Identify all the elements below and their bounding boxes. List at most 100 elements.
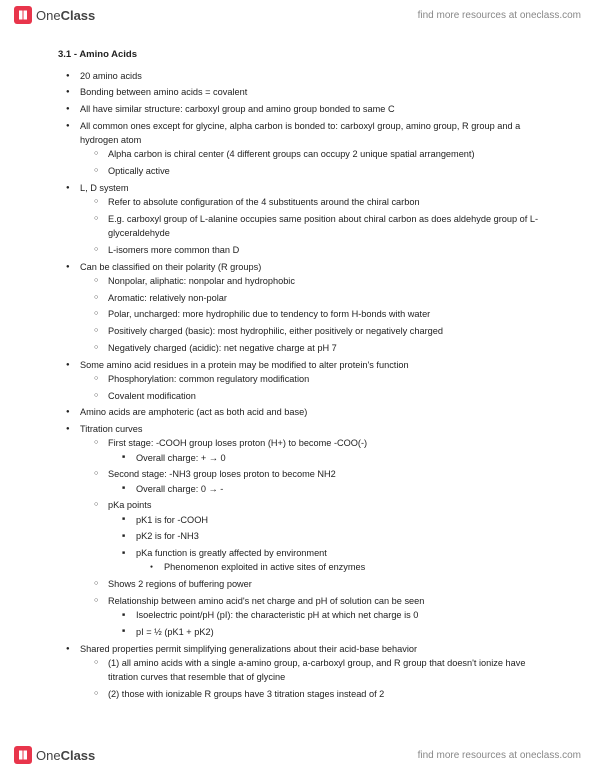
sublist: Phosphorylation: common regulatory modif… (80, 372, 555, 403)
list-item: Phosphorylation: common regulatory modif… (108, 372, 555, 386)
list-item: Aromatic: relatively non-polar (108, 291, 555, 305)
list-item-text: Shared properties permit simplifying gen… (80, 644, 417, 654)
document-content: 3.1 - Amino Acids 20 amino acidsBonding … (58, 48, 555, 704)
list-item: Negatively charged (acidic): net negativ… (108, 341, 555, 355)
list-item: (1) all amino acids with a single a-amin… (108, 656, 555, 685)
sublist: Phenomenon exploited in active sites of … (136, 560, 555, 574)
list-item-text: First stage: -COOH group loses proton (H… (108, 438, 367, 448)
list-item: Nonpolar, aliphatic: nonpolar and hydrop… (108, 274, 555, 288)
list-item: Covalent modification (108, 389, 555, 403)
list-item: Shows 2 regions of buffering power (108, 577, 555, 591)
list-item-text: Relationship between amino acid's net ch… (108, 596, 424, 606)
book-icon (14, 746, 32, 764)
list-item: Positively charged (basic): most hydroph… (108, 324, 555, 338)
list-item: Second stage: -NH3 group loses proton to… (108, 467, 555, 496)
list-item: Shared properties permit simplifying gen… (80, 642, 555, 702)
list-item: Titration curves First stage: -COOH group… (80, 422, 555, 639)
list-item-text: Aromatic: relatively non-polar (108, 293, 227, 303)
list-item-text: Phenomenon exploited in active sites of … (164, 562, 365, 572)
resources-link-top[interactable]: find more resources at oneclass.com (418, 10, 581, 21)
list-item-text: Overall charge: + → 0 (136, 453, 226, 463)
list-item-text: Bonding between amino acids = covalent (80, 87, 247, 97)
notes-list: 20 amino acids Bonding between amino acid… (58, 69, 555, 702)
list-item-text: Second stage: -NH3 group loses proton to… (108, 469, 336, 479)
list-item: pKa points pK1 is for -COOH pK2 is for -NH… (108, 498, 555, 574)
list-item: pI = ½ (pK1 + pK2) (136, 625, 555, 639)
list-item: Alpha carbon is chiral center (4 differe… (108, 147, 555, 161)
list-item: Can be classified on their polarity (R g… (80, 260, 555, 356)
list-item-text: Positively charged (basic): most hydroph… (108, 326, 443, 336)
list-item-text: Can be classified on their polarity (R g… (80, 262, 261, 272)
list-item-text: All common ones except for glycine, alph… (80, 121, 520, 145)
list-item: All have similar structure: carboxyl gro… (80, 102, 555, 116)
list-item-text: All have similar structure: carboxyl gro… (80, 104, 395, 114)
list-item-text: pK1 is for -COOH (136, 515, 208, 525)
list-item: Some amino acid residues in a protein ma… (80, 358, 555, 403)
list-item: pKa function is greatly affected by envi… (136, 546, 555, 575)
list-item-text: pKa points (108, 500, 151, 510)
book-icon (14, 6, 32, 24)
list-item: (2) those with ionizable R groups have 3… (108, 687, 555, 701)
section-number: 3.1 (58, 49, 71, 60)
list-item: L-isomers more common than D (108, 243, 555, 257)
list-item: Polar, uncharged: more hydrophilic due t… (108, 307, 555, 321)
list-item: Isoelectric point/pH (pI): the character… (136, 608, 555, 622)
list-item: Phenomenon exploited in active sites of … (164, 560, 555, 574)
list-item-text: Shows 2 regions of buffering power (108, 579, 252, 589)
brand-class-footer: Class (61, 748, 96, 763)
list-item: All common ones except for glycine, alph… (80, 119, 555, 179)
sublist: Alpha carbon is chiral center (4 differe… (80, 147, 555, 178)
list-item-text: E.g. carboxyl group of L-alanine occupie… (108, 214, 538, 238)
list-item-text: L, D system (80, 183, 129, 193)
sublist: Overall charge: + → 0 (108, 451, 555, 465)
list-item: Overall charge: + → 0 (136, 451, 555, 465)
list-item-text: Amino acids are amphoteric (act as both … (80, 407, 307, 417)
list-item-text: Some amino acid residues in a protein ma… (80, 360, 409, 370)
list-item: pK1 is for -COOH (136, 513, 555, 527)
list-item: pK2 is for -NH3 (136, 529, 555, 543)
brand-text-footer: OneClass (36, 748, 95, 763)
list-item: Bonding between amino acids = covalent (80, 85, 555, 99)
sublist: (1) all amino acids with a single a-amin… (80, 656, 555, 701)
sublist: First stage: -COOH group loses proton (H… (80, 436, 555, 639)
list-item-text: Negatively charged (acidic): net negativ… (108, 343, 337, 353)
sublist: Isoelectric point/pH (pI): the character… (108, 608, 555, 639)
list-item-text: (2) those with ionizable R groups have 3… (108, 689, 384, 699)
sublist: Nonpolar, aliphatic: nonpolar and hydrop… (80, 274, 555, 355)
section-title-text: Amino Acids (79, 49, 137, 60)
list-item-text: pI = ½ (pK1 + pK2) (136, 627, 214, 637)
list-item: Refer to absolute configuration of the 4… (108, 195, 555, 209)
list-item-text: L-isomers more common than D (108, 245, 239, 255)
list-item-text: Overall charge: 0 → - (136, 484, 223, 494)
sublist: Overall charge: 0 → - (108, 482, 555, 496)
list-item-text: pK2 is for -NH3 (136, 531, 199, 541)
brand-text: OneClass (36, 8, 95, 23)
list-item: First stage: -COOH group loses proton (H… (108, 436, 555, 465)
list-item: Relationship between amino acid's net ch… (108, 594, 555, 639)
brand-one: One (36, 8, 61, 23)
list-item-text: Covalent modification (108, 391, 196, 401)
brand-logo: OneClass (14, 6, 95, 24)
list-item-text: Titration curves (80, 424, 142, 434)
list-item-text: Nonpolar, aliphatic: nonpolar and hydrop… (108, 276, 295, 286)
list-item-text: Phosphorylation: common regulatory modif… (108, 374, 309, 384)
list-item-text: Refer to absolute configuration of the 4… (108, 197, 420, 207)
list-item: L, D system Refer to absolute configurati… (80, 181, 555, 257)
page-footer: OneClass find more resources at oneclass… (0, 740, 595, 770)
list-item-text: Polar, uncharged: more hydrophilic due t… (108, 309, 430, 319)
brand-one-footer: One (36, 748, 61, 763)
list-item-text: pKa function is greatly affected by envi… (136, 548, 327, 558)
sublist: pK1 is for -COOH pK2 is for -NH3 pKa funct… (108, 513, 555, 575)
list-item-text: Isoelectric point/pH (pI): the character… (136, 610, 418, 620)
resources-link-bottom[interactable]: find more resources at oneclass.com (418, 750, 581, 761)
list-item: E.g. carboxyl group of L-alanine occupie… (108, 212, 555, 241)
list-item: Optically active (108, 164, 555, 178)
list-item: Overall charge: 0 → - (136, 482, 555, 496)
list-item: Amino acids are amphoteric (act as both … (80, 405, 555, 419)
list-item-text: (1) all amino acids with a single a-amin… (108, 658, 525, 682)
list-item-text: 20 amino acids (80, 71, 142, 81)
page-header: OneClass find more resources at oneclass… (0, 0, 595, 30)
list-item: 20 amino acids (80, 69, 555, 83)
list-item-text: Alpha carbon is chiral center (4 differe… (108, 149, 475, 159)
brand-class: Class (61, 8, 96, 23)
